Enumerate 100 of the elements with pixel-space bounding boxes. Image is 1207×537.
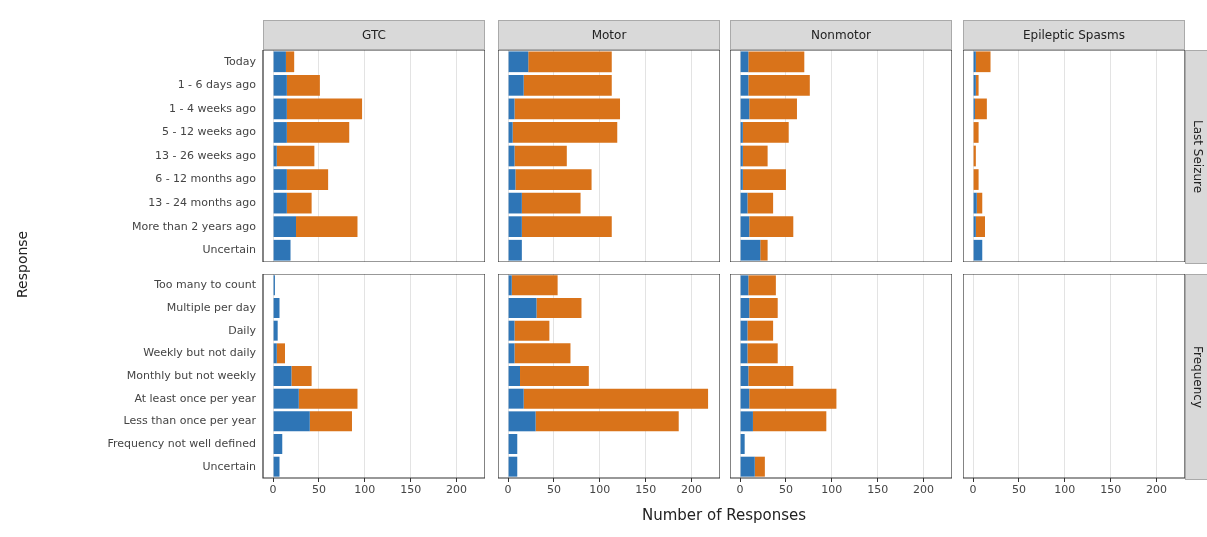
- bar: [298, 388, 358, 409]
- bar: [273, 343, 277, 364]
- bar: [286, 169, 329, 190]
- y-tick-label: Monthly but not weekly: [126, 368, 257, 382]
- bar: [528, 51, 612, 73]
- bar: [974, 98, 987, 120]
- x-tick-label: 200: [1146, 483, 1168, 497]
- bar: [749, 98, 797, 120]
- bar: [273, 122, 287, 143]
- bar: [273, 239, 291, 261]
- bar: [973, 192, 977, 214]
- bar: [508, 298, 537, 318]
- y-axis-title: Response: [13, 229, 31, 300]
- bar: [523, 74, 612, 96]
- bar: [754, 456, 765, 477]
- bar: [273, 145, 277, 167]
- bar: [508, 192, 522, 214]
- y-tick-label: More than 2 years ago: [132, 219, 257, 233]
- bar: [514, 145, 567, 167]
- x-tick-label: 50: [546, 483, 561, 497]
- x-tick-label: 50: [778, 483, 793, 497]
- bar: [273, 169, 287, 190]
- bar: [508, 239, 522, 261]
- bar: [747, 343, 778, 364]
- bar: [740, 239, 761, 261]
- bar: [742, 145, 768, 167]
- bar: [508, 388, 524, 409]
- y2-axis-title: Last Seizure: [1185, 50, 1207, 264]
- y-tick-label: At least once per year: [134, 391, 257, 405]
- bar: [536, 298, 582, 318]
- y2-axis-title: Frequency: [1185, 274, 1207, 480]
- bar: [273, 192, 287, 214]
- y-tick-label: 1 - 4 weeks ago: [168, 101, 257, 115]
- bar: [520, 366, 589, 386]
- x-tick-label: 100: [1054, 483, 1076, 497]
- bar: [514, 343, 571, 364]
- chart-title: Epileptic Spasms: [963, 20, 1185, 50]
- bar: [286, 98, 363, 120]
- bar: [508, 366, 521, 386]
- bar: [740, 434, 745, 454]
- x-tick-label: 200: [681, 483, 703, 497]
- bar: [975, 216, 986, 238]
- bar: [273, 74, 287, 96]
- bar: [276, 145, 315, 167]
- bar: [740, 216, 750, 238]
- bar: [508, 434, 518, 454]
- x-tick-label: 100: [821, 483, 843, 497]
- bar: [273, 298, 280, 318]
- chart-title: Nonmotor: [730, 20, 952, 50]
- bar: [747, 320, 774, 341]
- x-tick-label: 150: [400, 483, 422, 497]
- bar: [740, 275, 749, 296]
- bar: [508, 216, 522, 238]
- bar: [508, 320, 515, 341]
- bar: [521, 192, 581, 214]
- bar: [309, 411, 352, 432]
- x-tick-label: 200: [913, 483, 935, 497]
- bar: [742, 122, 789, 143]
- bar: [291, 366, 312, 386]
- y-tick-label: Weekly but not daily: [143, 346, 257, 360]
- bar: [286, 74, 320, 96]
- bar: [512, 122, 618, 143]
- x-tick-label: 0: [969, 483, 977, 497]
- bar: [508, 343, 515, 364]
- x-tick-label: 150: [635, 483, 657, 497]
- bar: [273, 216, 297, 238]
- x-tick-label: 100: [354, 483, 376, 497]
- x-tick-label: 0: [736, 483, 744, 497]
- bar: [749, 388, 837, 409]
- bar: [508, 275, 512, 296]
- y-tick-label: Frequency not well defined: [107, 436, 256, 450]
- bar: [296, 216, 358, 238]
- bar: [740, 456, 755, 477]
- bar: [273, 98, 287, 120]
- bar: [514, 320, 550, 341]
- x-tick-label: 0: [269, 483, 277, 497]
- bar: [508, 74, 524, 96]
- bar: [740, 74, 749, 96]
- bar: [273, 366, 292, 386]
- y-tick-label: Too many to count: [153, 278, 257, 292]
- x-tick-label: 50: [1011, 483, 1026, 497]
- bar: [273, 51, 286, 73]
- bar: [740, 51, 749, 73]
- bar: [273, 434, 283, 454]
- bar: [748, 51, 805, 73]
- bar: [740, 298, 750, 318]
- y-tick-label: 1 - 6 days ago: [177, 78, 257, 92]
- y-tick-label: Less than once per year: [123, 414, 257, 428]
- bar: [508, 456, 518, 477]
- x-tick-label: 150: [1100, 483, 1122, 497]
- bar: [748, 275, 776, 296]
- bar: [273, 320, 278, 341]
- bar: [975, 51, 991, 73]
- y-tick-label: Uncertain: [202, 459, 257, 473]
- chart-title: Motor: [498, 20, 720, 50]
- bar: [752, 411, 827, 432]
- bar: [508, 51, 529, 73]
- bar: [273, 388, 299, 409]
- bar: [286, 192, 312, 214]
- bar: [742, 169, 786, 190]
